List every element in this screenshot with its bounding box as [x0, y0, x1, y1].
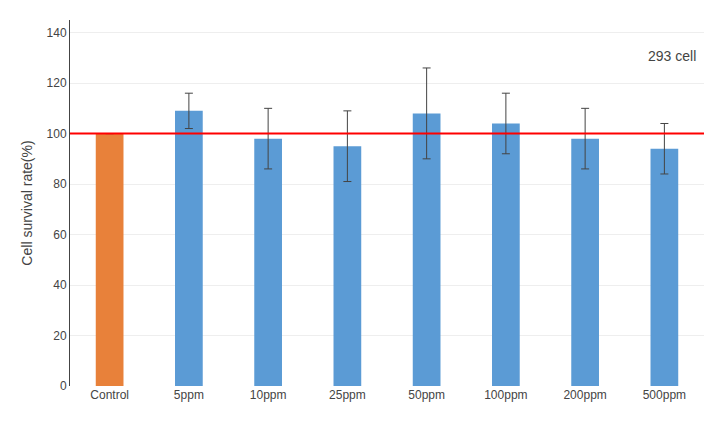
svg-text:5ppm: 5ppm	[174, 388, 204, 402]
svg-text:500ppm: 500ppm	[643, 388, 686, 402]
svg-text:200ppm: 200ppm	[563, 388, 606, 402]
svg-text:100: 100	[47, 127, 67, 141]
svg-text:50ppm: 50ppm	[408, 388, 445, 402]
svg-text:120: 120	[47, 76, 67, 90]
svg-text:40: 40	[53, 278, 67, 292]
svg-text:20: 20	[53, 329, 67, 343]
svg-text:0: 0	[60, 379, 67, 393]
svg-text:10ppm: 10ppm	[250, 388, 287, 402]
svg-text:60: 60	[53, 228, 67, 242]
svg-text:80: 80	[53, 177, 67, 191]
svg-text:25ppm: 25ppm	[329, 388, 366, 402]
svg-text:100ppm: 100ppm	[484, 388, 527, 402]
svg-text:140: 140	[47, 26, 67, 40]
svg-text:Control: Control	[90, 388, 129, 402]
svg-text:293 cell: 293 cell	[648, 48, 696, 64]
svg-text:Cell survival rate(%): Cell survival rate(%)	[19, 140, 35, 265]
